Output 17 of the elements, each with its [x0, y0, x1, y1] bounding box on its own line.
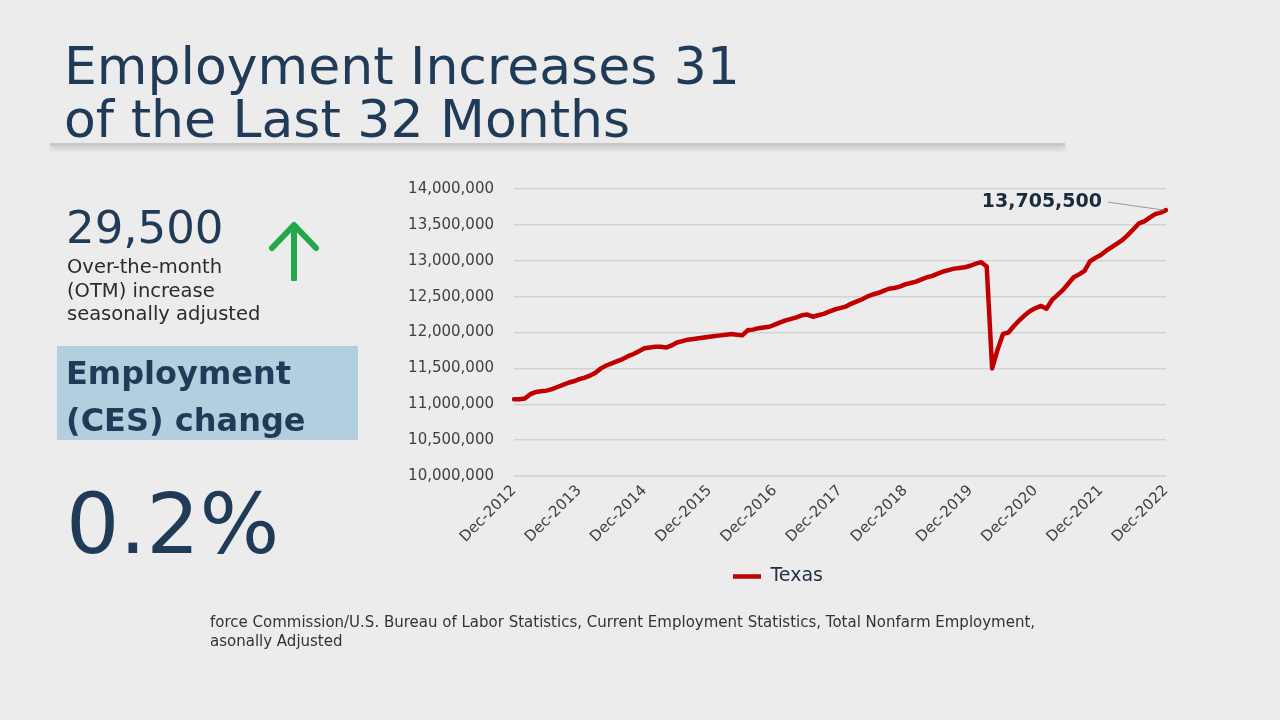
y-tick-label: 13,000,000 — [408, 250, 494, 269]
text: Over-the-month (OTM) increase seasonally adjusted — [67, 255, 261, 326]
legend-label: Texas — [769, 563, 824, 586]
chart-title: Employment Increases 31 of the Last 32 Months — [64, 36, 741, 149]
y-tick-label: 10,500,000 — [408, 430, 494, 449]
y-tick-label: 11,500,000 — [408, 358, 494, 377]
y-tick-label: 12,500,000 — [408, 286, 494, 305]
y-tick-label: 10,000,000 — [408, 465, 494, 484]
data-label: 13,705,500 — [981, 189, 1102, 212]
y-tick-label: 11,000,000 — [408, 394, 494, 413]
y-tick-label: 14,000,000 — [408, 178, 494, 197]
text: Employment (CES) change — [66, 353, 306, 441]
text: 29,500 — [66, 201, 224, 254]
text: force Commission/U.S. Bureau of Labor Statistics, Current Employment Statistics, Total Nonfarm Employment, asonally Adjusted — [210, 613, 1036, 650]
text: 0.2% — [66, 475, 280, 573]
y-tick-label: 12,000,000 — [408, 322, 494, 341]
y-tick-label: 13,500,000 — [408, 214, 494, 233]
